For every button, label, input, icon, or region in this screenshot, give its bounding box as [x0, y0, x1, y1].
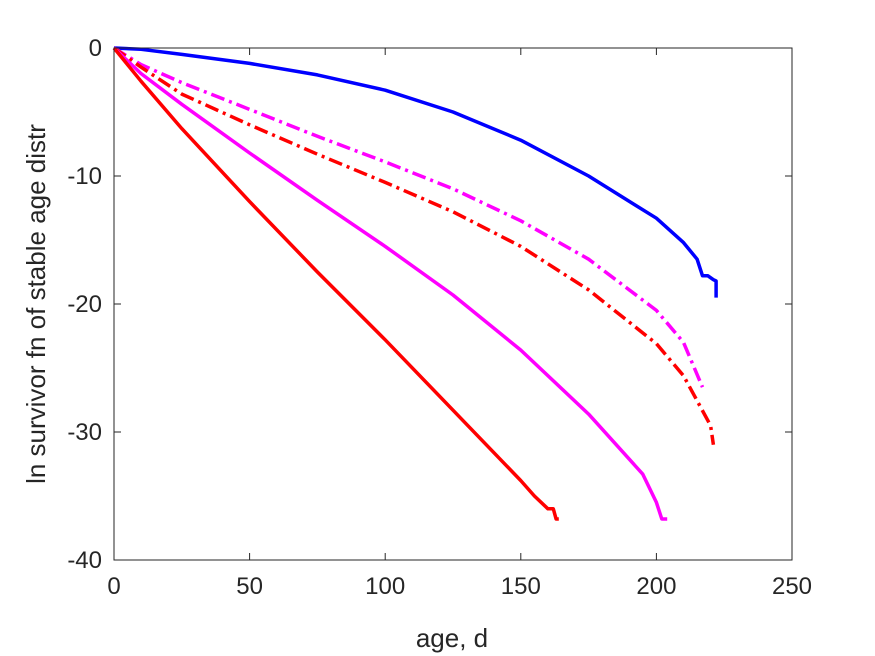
x-tick-label: 150 — [501, 573, 541, 600]
y-tick-label: -20 — [67, 291, 102, 318]
y-tick-label: -30 — [67, 419, 102, 446]
y-tick-label: -40 — [67, 547, 102, 574]
y-tick-label: 0 — [89, 35, 102, 62]
tick-labels: 0 50 100 150 200 250 0 -10 -20 -30 -40 — [67, 35, 812, 600]
series-line-3 — [112, 46, 716, 446]
series-line-1 — [113, 46, 718, 298]
x-tick-label: 250 — [772, 573, 812, 600]
series-line-2 — [113, 46, 705, 388]
x-tick-label: 50 — [236, 573, 263, 600]
x-tick-label: 200 — [636, 573, 676, 600]
x-tick-label: 0 — [107, 573, 120, 600]
y-tick-label: -10 — [67, 163, 102, 190]
series-line-5 — [112, 46, 559, 521]
series-line-4 — [112, 46, 668, 521]
x-axis-title: age, d — [416, 623, 488, 653]
axes — [113, 47, 793, 561]
x-tick-label: 100 — [365, 573, 405, 600]
y-axis-title: ln survivor fn of stable age distr — [21, 124, 51, 484]
plot-lines — [112, 46, 718, 521]
